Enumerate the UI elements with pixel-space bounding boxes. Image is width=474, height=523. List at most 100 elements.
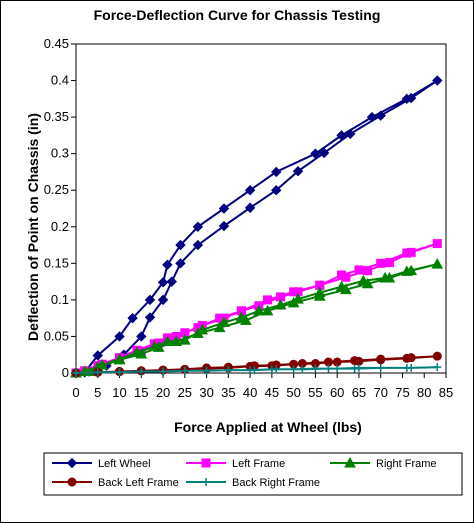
data-point — [224, 366, 233, 375]
data-point — [298, 365, 307, 374]
data-point — [144, 312, 156, 323]
data-point — [310, 148, 321, 159]
data-point — [324, 364, 333, 373]
y-tick-label: 0.25 — [44, 182, 69, 197]
y-tick-label: 0 — [62, 365, 69, 380]
data-point — [350, 356, 360, 366]
y-tick-label: 0.3 — [51, 146, 69, 161]
data-point — [170, 335, 182, 347]
data-point — [218, 220, 230, 232]
x-tick-label: 55 — [308, 385, 322, 400]
x-tick-label: 10 — [112, 385, 126, 400]
x-tick-label: 5 — [94, 385, 101, 400]
data-point — [144, 294, 156, 306]
legend-box — [43, 452, 463, 496]
x-tick-label: 50 — [286, 385, 300, 400]
data-point — [218, 203, 230, 214]
data-point — [263, 295, 273, 305]
data-point — [239, 314, 252, 325]
legend-marker — [66, 457, 78, 469]
data-point — [178, 334, 191, 345]
plot-border — [75, 43, 447, 374]
data-point — [363, 266, 373, 276]
data-point — [333, 364, 342, 373]
data-point — [292, 166, 304, 177]
x-tick-label: 35 — [221, 385, 235, 400]
x-tick-label: 75 — [395, 385, 409, 400]
x-tick-label: 30 — [199, 385, 213, 400]
data-point — [136, 331, 147, 342]
data-point — [432, 75, 443, 86]
data-point — [350, 364, 359, 373]
data-point — [127, 312, 138, 324]
data-point — [271, 166, 282, 178]
data-point — [376, 354, 386, 364]
data-point — [252, 304, 265, 316]
data-point — [433, 363, 442, 372]
x-tick-label: 40 — [243, 385, 257, 400]
data-point — [336, 130, 347, 141]
data-point — [213, 321, 226, 333]
data-point — [345, 128, 356, 140]
data-point — [162, 259, 173, 271]
data-point — [289, 365, 298, 374]
x-tick-label: 15 — [134, 385, 148, 400]
data-point — [271, 185, 282, 196]
y-tick-label: 0.4 — [51, 73, 69, 88]
x-axis-label: Force Applied at Wheel (lbs) — [174, 419, 362, 435]
data-point — [157, 277, 169, 288]
data-point — [261, 304, 274, 316]
data-point — [218, 316, 230, 328]
data-point — [250, 366, 259, 375]
data-point — [175, 258, 186, 269]
series-back-right-frame — [72, 363, 442, 377]
data-point — [114, 331, 125, 342]
y-tick-label: 0.05 — [44, 328, 69, 343]
y-tick-label: 0.2 — [51, 219, 69, 234]
data-point — [72, 369, 80, 377]
data-point — [311, 364, 320, 373]
data-point — [166, 276, 177, 287]
data-point — [340, 283, 352, 295]
data-point — [375, 110, 386, 121]
legend-marker — [202, 478, 210, 486]
data-point — [341, 272, 351, 282]
data-point — [405, 92, 417, 104]
data-point — [287, 296, 300, 308]
legend-label: Back Right Frame — [232, 477, 320, 489]
data-point — [113, 353, 126, 365]
data-point — [135, 347, 148, 359]
y-tick-label: 0.35 — [44, 109, 69, 124]
data-point — [137, 367, 146, 376]
data-point — [274, 298, 287, 310]
data-point — [180, 366, 189, 375]
data-point — [406, 247, 416, 257]
data-point — [244, 202, 256, 213]
data-point — [93, 368, 102, 377]
chart-title: Force-Deflection Curve for Chassis Testi… — [94, 7, 381, 23]
data-point — [192, 221, 204, 232]
series-right-frame — [70, 258, 444, 378]
x-tick-label: 20 — [156, 385, 170, 400]
data-point — [159, 367, 168, 376]
x-tick-label: 80 — [417, 385, 431, 400]
y-tick-label: 0.1 — [51, 292, 69, 307]
data-point — [383, 271, 396, 283]
data-point — [157, 294, 169, 306]
legend-label: Left Frame — [232, 458, 285, 470]
legend-label: Back Left Frame — [98, 477, 179, 489]
data-point — [289, 287, 299, 297]
x-tick-label: 65 — [352, 385, 366, 400]
legend: Left Wheel Left Frame Right Frame Back Left… — [43, 452, 463, 496]
data-point — [192, 239, 204, 251]
data-point — [384, 258, 394, 268]
x-tick-label: 60 — [330, 385, 344, 400]
data-point — [244, 185, 256, 196]
x-tick-label: 0 — [72, 385, 79, 400]
data-point — [354, 265, 364, 275]
data-point — [318, 147, 330, 159]
data-point — [192, 327, 204, 339]
x-tick-label: 70 — [373, 385, 387, 400]
data-point — [161, 335, 174, 347]
